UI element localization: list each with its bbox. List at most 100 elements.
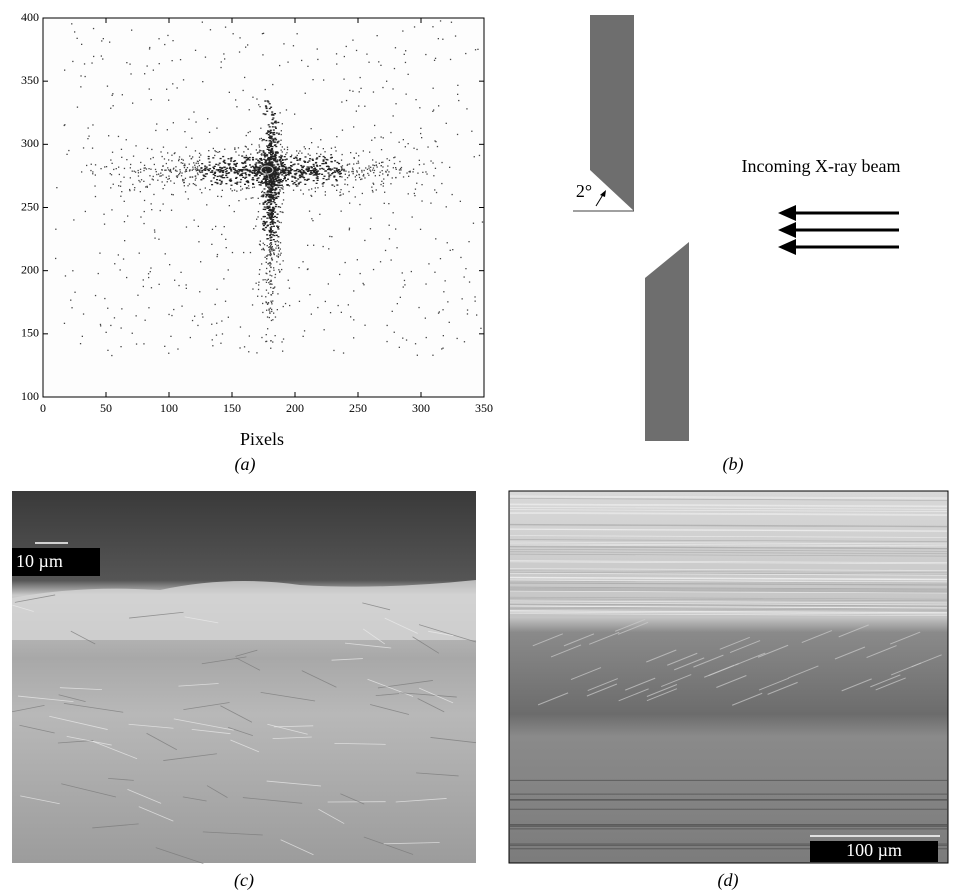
speckle bbox=[272, 248, 274, 250]
streak bbox=[266, 780, 322, 787]
speckle bbox=[209, 171, 212, 173]
speckle bbox=[268, 175, 271, 177]
speckle bbox=[425, 53, 427, 56]
speckle bbox=[381, 180, 383, 182]
speckle bbox=[252, 169, 255, 172]
speckle bbox=[220, 195, 223, 198]
speckle bbox=[237, 169, 240, 171]
speckle bbox=[460, 256, 462, 259]
speckle bbox=[432, 26, 434, 28]
flake bbox=[801, 630, 832, 644]
speckle bbox=[228, 179, 231, 181]
speckle bbox=[359, 272, 361, 275]
speckle bbox=[265, 340, 267, 343]
speckle bbox=[374, 137, 376, 139]
speckle bbox=[143, 169, 145, 172]
streak bbox=[509, 561, 948, 565]
speckle bbox=[341, 165, 344, 167]
speckle bbox=[185, 170, 188, 172]
speckle bbox=[277, 121, 280, 124]
speckle bbox=[263, 177, 265, 179]
speckle bbox=[259, 269, 261, 271]
speckle bbox=[143, 210, 145, 213]
speckle bbox=[268, 103, 271, 105]
speckle bbox=[272, 196, 275, 198]
speckle bbox=[364, 105, 366, 107]
speckle bbox=[211, 323, 213, 325]
streak bbox=[182, 796, 207, 802]
speckle bbox=[360, 87, 362, 89]
speckle bbox=[269, 223, 272, 226]
speckle bbox=[272, 83, 274, 86]
speckle bbox=[174, 152, 176, 154]
speckle bbox=[434, 189, 436, 191]
speckle bbox=[245, 174, 248, 176]
speckle bbox=[405, 50, 407, 52]
speckle bbox=[287, 178, 289, 180]
speckle bbox=[254, 175, 256, 177]
speckle bbox=[353, 157, 355, 159]
speckle bbox=[277, 244, 279, 246]
speckle bbox=[286, 184, 289, 186]
speckle bbox=[267, 186, 270, 188]
speckle bbox=[212, 177, 215, 179]
speckle bbox=[335, 169, 338, 171]
streak bbox=[509, 523, 948, 527]
speckle bbox=[304, 156, 307, 158]
streak bbox=[146, 732, 178, 751]
speckle bbox=[171, 60, 173, 62]
speckle bbox=[263, 171, 265, 174]
speckle bbox=[202, 177, 205, 180]
speckle bbox=[104, 297, 106, 300]
speckle bbox=[279, 242, 282, 244]
streak bbox=[63, 702, 124, 713]
speckle bbox=[270, 156, 273, 159]
speckle bbox=[270, 228, 272, 230]
speckle bbox=[255, 173, 258, 176]
speckle bbox=[271, 208, 274, 210]
speckle bbox=[337, 169, 340, 171]
speckle bbox=[274, 160, 277, 162]
speckle bbox=[291, 175, 294, 177]
speckle bbox=[307, 169, 310, 171]
speckle bbox=[265, 334, 267, 336]
speckle bbox=[253, 172, 256, 174]
speckle bbox=[269, 194, 272, 196]
speckle bbox=[352, 169, 354, 171]
speckle bbox=[264, 226, 267, 229]
speckle bbox=[335, 167, 338, 169]
speckle bbox=[124, 240, 126, 242]
y-tick-label: 400 bbox=[21, 10, 39, 24]
speckle bbox=[301, 166, 304, 169]
speckle bbox=[404, 284, 406, 286]
speckle bbox=[172, 40, 174, 42]
speckle bbox=[293, 157, 296, 159]
speckle bbox=[386, 169, 389, 171]
speckle bbox=[270, 176, 273, 178]
speckle bbox=[111, 94, 113, 96]
speckle bbox=[261, 170, 264, 172]
speckle bbox=[270, 263, 272, 265]
speckle bbox=[348, 227, 351, 229]
speckle bbox=[265, 139, 268, 142]
speckle bbox=[301, 174, 304, 176]
speckle bbox=[327, 172, 330, 174]
speckle bbox=[179, 59, 182, 61]
speckle bbox=[265, 176, 268, 179]
speckle bbox=[250, 197, 252, 199]
speckle bbox=[317, 187, 319, 189]
speckle bbox=[279, 171, 282, 173]
speckle bbox=[331, 156, 333, 159]
speckle bbox=[270, 153, 273, 156]
speckle bbox=[236, 190, 238, 192]
speckle bbox=[187, 198, 189, 200]
speckle bbox=[278, 160, 281, 162]
speckle bbox=[282, 186, 284, 188]
speckle bbox=[274, 197, 277, 199]
speckle bbox=[266, 178, 269, 180]
speckle bbox=[269, 218, 272, 220]
flake bbox=[870, 674, 901, 688]
streak bbox=[235, 657, 261, 671]
speckle bbox=[266, 234, 269, 236]
speckle bbox=[207, 169, 210, 172]
